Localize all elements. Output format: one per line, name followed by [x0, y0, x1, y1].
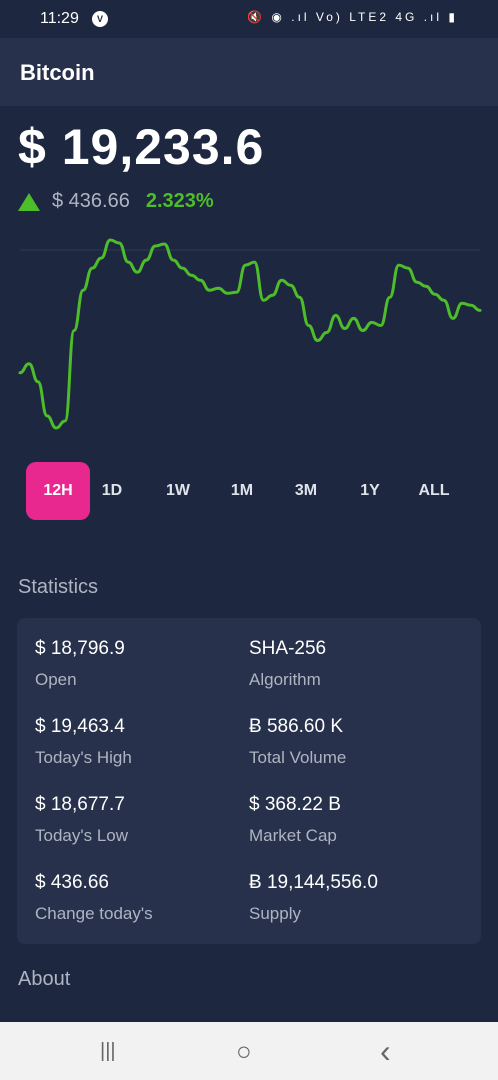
recents-button[interactable]: ||| [100, 1040, 116, 1062]
home-button[interactable]: ○ [236, 1036, 252, 1066]
stat-item: $ 18,796.9 Open [35, 638, 125, 690]
stat-label: Open [35, 670, 77, 689]
app-bar: Bitcoin [0, 38, 498, 106]
time-range-selector: 12H 1D 1W 1M 3M 1Y ALL [26, 462, 476, 520]
stat-label: Algorithm [249, 670, 321, 689]
price-change-percent: 2.323% [145, 190, 214, 212]
page-title: Bitcoin [20, 60, 95, 85]
price-change-absolute: $ 436.66 [52, 190, 130, 212]
stat-value: $ 19,463.4 [35, 716, 125, 737]
stat-item: Ƀ 586.60 K Total Volume [249, 716, 346, 768]
range-tab-12h[interactable]: 12H [26, 462, 90, 520]
chart-line [18, 238, 482, 430]
range-tab-1w[interactable]: 1W [166, 482, 190, 499]
stat-item: Ƀ 19,144,556.0 Supply [249, 872, 378, 924]
about-heading: About [18, 968, 71, 990]
status-time: 11:29 [40, 10, 79, 27]
up-triangle-icon [18, 192, 40, 211]
stat-item: $ 368.22 B Market Cap [249, 794, 341, 846]
range-tab-1y[interactable]: 1Y [360, 482, 380, 499]
stat-label: Change today's [35, 904, 153, 923]
stat-label: Supply [249, 904, 301, 923]
price-change-row: $ 436.66 2.323% [18, 190, 214, 213]
range-tab-1d[interactable]: 1D [101, 482, 123, 499]
stat-value: $ 436.66 [35, 872, 109, 893]
stat-label: Total Volume [249, 748, 347, 767]
current-price: $ 19,233.6 [18, 119, 265, 175]
status-bar: 11:29 V 🔇 ◉ .ıl Vo) LTE2 4G .ıl ▮ [0, 0, 498, 38]
stat-value: SHA-256 [249, 638, 327, 659]
stat-label: Market Cap [249, 826, 337, 845]
price-chart[interactable] [0, 232, 498, 442]
stat-value: $ 18,677.7 [35, 794, 125, 815]
system-nav-bar: ||| ○ ‹ [0, 1022, 498, 1080]
range-tab-all[interactable]: ALL [418, 482, 450, 499]
stat-value: Ƀ 19,144,556.0 [249, 872, 378, 893]
back-button[interactable]: ‹ [380, 1033, 391, 1069]
stat-label: Today's High [35, 748, 132, 767]
stat-item: $ 18,677.7 Today's Low [35, 794, 128, 846]
stat-item: SHA-256 Algorithm [249, 638, 326, 690]
stat-value: Ƀ 586.60 K [249, 716, 344, 737]
viber-icon: V [92, 11, 108, 27]
statistics-heading: Statistics [18, 576, 99, 598]
stat-value: $ 18,796.9 [35, 638, 125, 659]
stat-item: $ 19,463.4 Today's High [35, 716, 132, 768]
range-tab-1m[interactable]: 1M [230, 482, 254, 499]
status-icons: 🔇 ◉ .ıl Vo) LTE2 4G .ıl ▮ [247, 10, 458, 24]
stat-value: $ 368.22 B [249, 794, 341, 815]
stat-label: Today's Low [35, 826, 129, 845]
stat-item: $ 436.66 Change today's [35, 872, 153, 924]
range-tab-3m[interactable]: 3M [294, 482, 318, 499]
statistics-card: $ 18,796.9 Open SHA-256 Algorithm $ 19,463.4… [17, 618, 481, 944]
